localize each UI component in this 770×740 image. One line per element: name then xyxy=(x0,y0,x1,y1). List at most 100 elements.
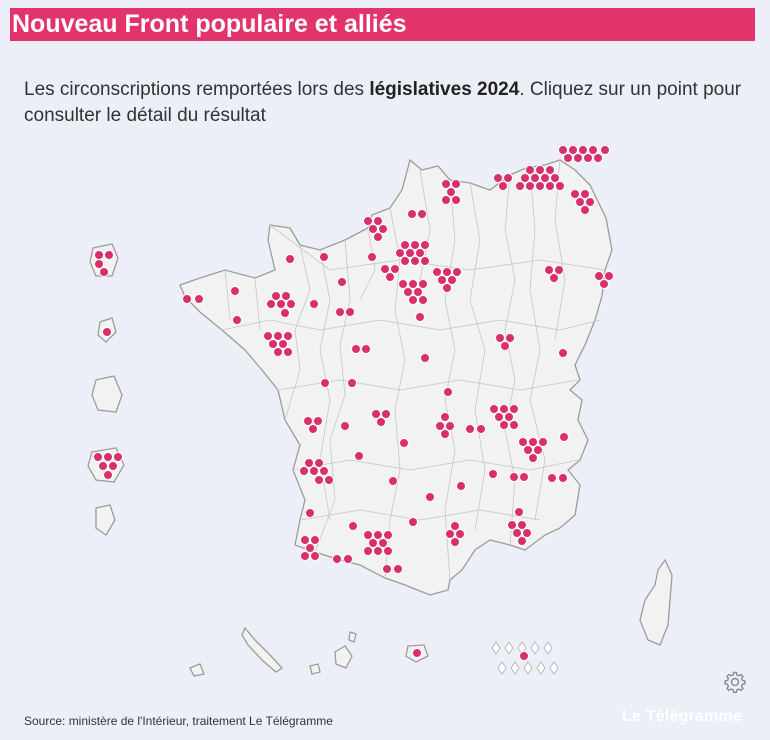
constituency-dot[interactable] xyxy=(410,256,420,266)
constituency-dot[interactable] xyxy=(381,409,391,419)
constituency-dot[interactable] xyxy=(498,181,508,191)
constituency-dot[interactable] xyxy=(113,452,123,462)
constituency-dot[interactable] xyxy=(514,507,524,517)
constituency-dot[interactable] xyxy=(503,173,513,183)
constituency-dot[interactable] xyxy=(373,232,383,242)
constituency-dot[interactable] xyxy=(407,209,417,219)
constituency-dot[interactable] xyxy=(575,197,585,207)
constituency-dot[interactable] xyxy=(522,528,532,538)
constituency-dot[interactable] xyxy=(559,432,569,442)
constituency-dot[interactable] xyxy=(363,530,373,540)
constituency-dot[interactable] xyxy=(378,224,388,234)
constituency-dot[interactable] xyxy=(263,331,273,341)
constituency-dot[interactable] xyxy=(549,273,559,283)
constituency-dot[interactable] xyxy=(382,564,392,574)
constituency-dot[interactable] xyxy=(445,529,455,539)
constituency-dot[interactable] xyxy=(300,551,310,561)
constituency-dot[interactable] xyxy=(554,265,564,275)
constituency-dot[interactable] xyxy=(495,333,505,343)
constituency-dot[interactable] xyxy=(420,256,430,266)
constituency-dot[interactable] xyxy=(285,254,295,264)
constituency-dot[interactable] xyxy=(309,299,319,309)
constituency-dot[interactable] xyxy=(417,209,427,219)
constituency-dot[interactable] xyxy=(380,264,390,274)
constituency-dot[interactable] xyxy=(415,248,425,258)
constituency-dot[interactable] xyxy=(271,291,281,301)
constituency-dot[interactable] xyxy=(512,528,522,538)
constituency-dot[interactable] xyxy=(308,424,318,434)
constituency-dot[interactable] xyxy=(442,283,452,293)
constituency-dot[interactable] xyxy=(343,554,353,564)
constituency-dot[interactable] xyxy=(367,252,377,262)
constituency-dot[interactable] xyxy=(299,466,309,476)
constituency-dot[interactable] xyxy=(232,315,242,325)
constituency-dot[interactable] xyxy=(456,481,466,491)
constituency-dot[interactable] xyxy=(570,189,580,199)
constituency-dot[interactable] xyxy=(408,517,418,527)
constituency-dot[interactable] xyxy=(324,475,334,485)
constituency-dot[interactable] xyxy=(335,307,345,317)
constituency-dot[interactable] xyxy=(604,271,614,281)
constituency-dot[interactable] xyxy=(393,564,403,574)
constituency-dot[interactable] xyxy=(528,437,538,447)
constituency-dot[interactable] xyxy=(373,530,383,540)
constituency-dot[interactable] xyxy=(399,438,409,448)
constituency-dot[interactable] xyxy=(303,416,313,426)
constituency-dot[interactable] xyxy=(545,181,555,191)
constituency-dot[interactable] xyxy=(525,181,535,191)
constituency-dot[interactable] xyxy=(300,535,310,545)
constituency-dot[interactable] xyxy=(332,554,342,564)
constituency-dot[interactable] xyxy=(418,295,428,305)
constituency-dot[interactable] xyxy=(550,173,560,183)
constituency-dot[interactable] xyxy=(452,267,462,277)
constituency-dot[interactable] xyxy=(530,173,540,183)
constituency-dot[interactable] xyxy=(385,272,395,282)
constituency-dot[interactable] xyxy=(378,538,388,548)
constituency-dot[interactable] xyxy=(94,250,104,260)
constituency-dot[interactable] xyxy=(314,475,324,485)
constituency-dot[interactable] xyxy=(545,165,555,175)
constituency-dot[interactable] xyxy=(588,145,598,155)
constituency-dot[interactable] xyxy=(351,344,361,354)
constituency-dot[interactable] xyxy=(230,286,240,296)
constituency-dot[interactable] xyxy=(403,287,413,297)
constituency-dot[interactable] xyxy=(465,424,475,434)
constituency-dot[interactable] xyxy=(373,546,383,556)
constituency-dot[interactable] xyxy=(520,173,530,183)
constituency-dot[interactable] xyxy=(310,535,320,545)
constituency-dot[interactable] xyxy=(583,153,593,163)
constituency-dot[interactable] xyxy=(415,312,425,322)
constituency-dot[interactable] xyxy=(405,248,415,258)
constituency-dot[interactable] xyxy=(519,651,529,661)
constituency-dot[interactable] xyxy=(368,224,378,234)
constituency-dot[interactable] xyxy=(505,333,515,343)
constituency-dot[interactable] xyxy=(509,404,519,414)
constituency-dot[interactable] xyxy=(517,520,527,530)
constituency-dot[interactable] xyxy=(489,404,499,414)
constituency-dot[interactable] xyxy=(555,181,565,191)
constituency-dot[interactable] xyxy=(388,476,398,486)
constituency-dot[interactable] xyxy=(281,291,291,301)
constituency-dot[interactable] xyxy=(309,466,319,476)
constituency-dot[interactable] xyxy=(383,530,393,540)
constituency-dot[interactable] xyxy=(383,546,393,556)
constituency-dot[interactable] xyxy=(400,256,410,266)
constituency-dot[interactable] xyxy=(507,520,517,530)
constituency-dot[interactable] xyxy=(499,404,509,414)
constituency-dot[interactable] xyxy=(400,240,410,250)
constituency-dot[interactable] xyxy=(580,189,590,199)
constituency-dot[interactable] xyxy=(518,437,528,447)
constituency-dot[interactable] xyxy=(319,252,329,262)
constituency-dot[interactable] xyxy=(440,429,450,439)
constituency-dot[interactable] xyxy=(182,294,192,304)
constituency-dot[interactable] xyxy=(319,466,329,476)
constituency-dot[interactable] xyxy=(509,472,519,482)
constituency-dot[interactable] xyxy=(286,299,296,309)
constituency-dot[interactable] xyxy=(412,648,422,658)
constituency-dot[interactable] xyxy=(435,421,445,431)
constituency-dot[interactable] xyxy=(568,145,578,155)
constituency-dot[interactable] xyxy=(535,165,545,175)
constituency-dot[interactable] xyxy=(368,538,378,548)
constituency-dot[interactable] xyxy=(493,173,503,183)
constituency-dot[interactable] xyxy=(515,181,525,191)
